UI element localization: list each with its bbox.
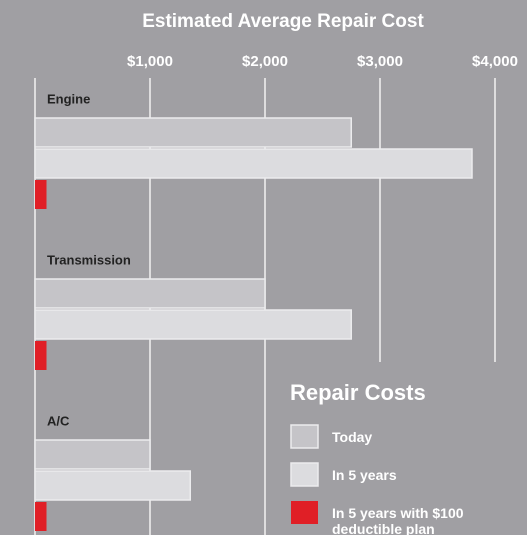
legend-swatch xyxy=(291,501,318,524)
bar xyxy=(35,502,47,531)
bar xyxy=(34,117,352,148)
bar xyxy=(34,439,151,470)
legend-label: Today xyxy=(332,429,373,445)
category-label: Engine xyxy=(47,91,90,106)
x-tick-label: $4,000 xyxy=(472,53,518,70)
chart-title: Estimated Average Repair Cost xyxy=(142,11,424,32)
x-tick-label: $3,000 xyxy=(357,53,403,70)
bar xyxy=(35,180,47,209)
bar xyxy=(34,309,352,340)
bar xyxy=(34,278,266,309)
category-label: Transmission xyxy=(47,252,131,267)
legend-label: In 5 years xyxy=(332,467,397,483)
x-tick-label: $1,000 xyxy=(127,53,173,70)
bar xyxy=(35,341,47,370)
bar xyxy=(34,148,473,179)
legend-background xyxy=(280,362,527,535)
legend-label: In 5 years with $100 deductible plan xyxy=(332,505,464,535)
legend-title: Repair Costs xyxy=(290,380,426,405)
x-tick-label: $2,000 xyxy=(242,53,288,70)
legend-swatch xyxy=(290,462,319,487)
legend-swatch xyxy=(290,424,319,449)
bar xyxy=(34,470,191,501)
category-label: A/C xyxy=(47,413,70,428)
